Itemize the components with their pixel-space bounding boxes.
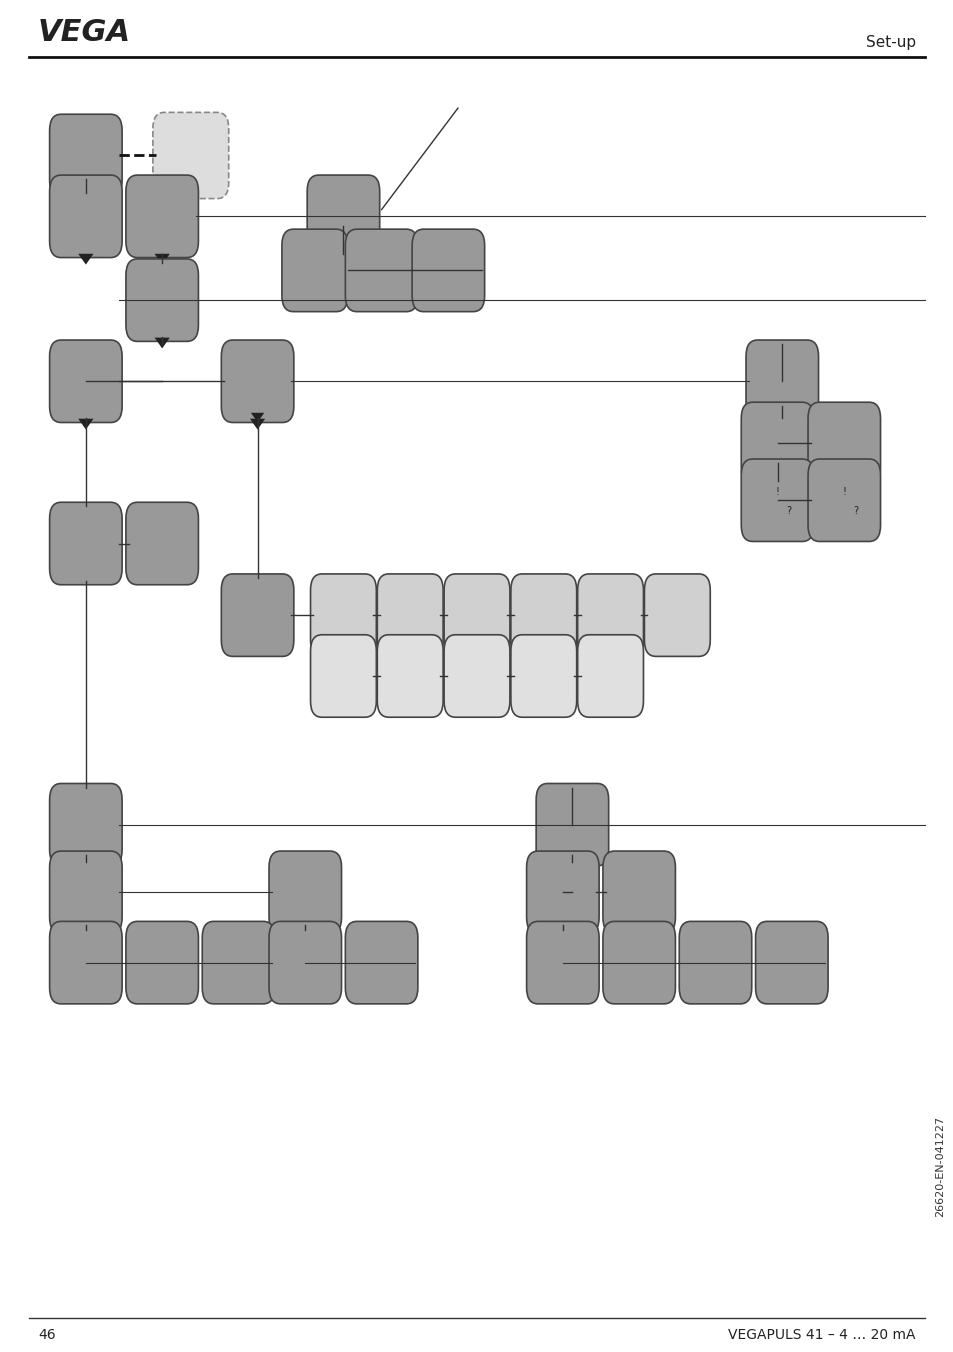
FancyBboxPatch shape: [221, 341, 294, 422]
FancyBboxPatch shape: [740, 402, 813, 484]
FancyBboxPatch shape: [740, 458, 813, 541]
FancyBboxPatch shape: [511, 573, 576, 656]
FancyBboxPatch shape: [345, 228, 417, 312]
Polygon shape: [251, 412, 264, 422]
FancyBboxPatch shape: [602, 852, 675, 933]
FancyBboxPatch shape: [50, 922, 122, 1003]
FancyBboxPatch shape: [602, 922, 675, 1003]
FancyBboxPatch shape: [345, 922, 417, 1003]
Polygon shape: [250, 419, 265, 430]
FancyBboxPatch shape: [126, 174, 198, 257]
FancyBboxPatch shape: [307, 174, 379, 257]
FancyBboxPatch shape: [50, 784, 122, 867]
FancyBboxPatch shape: [50, 341, 122, 422]
Polygon shape: [335, 254, 351, 265]
FancyBboxPatch shape: [443, 635, 509, 717]
FancyBboxPatch shape: [202, 922, 274, 1003]
Text: 26620-EN-041227: 26620-EN-041227: [934, 1115, 943, 1217]
FancyBboxPatch shape: [412, 228, 484, 312]
Polygon shape: [154, 254, 170, 265]
FancyBboxPatch shape: [152, 112, 229, 199]
Polygon shape: [555, 930, 570, 941]
Polygon shape: [78, 930, 93, 941]
FancyBboxPatch shape: [310, 573, 375, 656]
Polygon shape: [564, 863, 579, 873]
FancyBboxPatch shape: [511, 635, 576, 717]
FancyBboxPatch shape: [679, 922, 751, 1003]
FancyBboxPatch shape: [526, 852, 598, 933]
Polygon shape: [154, 338, 170, 349]
FancyBboxPatch shape: [526, 922, 598, 1003]
FancyBboxPatch shape: [50, 114, 122, 196]
FancyBboxPatch shape: [807, 402, 880, 484]
Text: VEGAPULS 41 – 4 … 20 mA: VEGAPULS 41 – 4 … 20 mA: [727, 1328, 915, 1341]
FancyBboxPatch shape: [376, 573, 442, 656]
Polygon shape: [78, 254, 93, 265]
FancyBboxPatch shape: [281, 228, 347, 312]
Polygon shape: [774, 419, 789, 430]
FancyBboxPatch shape: [310, 635, 375, 717]
FancyBboxPatch shape: [644, 573, 709, 656]
FancyBboxPatch shape: [269, 922, 341, 1003]
FancyBboxPatch shape: [807, 458, 880, 541]
Text: !: !: [841, 487, 845, 498]
FancyBboxPatch shape: [50, 502, 122, 584]
Text: !: !: [775, 487, 779, 498]
Polygon shape: [78, 863, 93, 873]
FancyBboxPatch shape: [577, 573, 643, 656]
FancyBboxPatch shape: [126, 502, 198, 584]
FancyBboxPatch shape: [536, 784, 608, 867]
FancyBboxPatch shape: [443, 573, 509, 656]
Polygon shape: [297, 930, 313, 941]
FancyBboxPatch shape: [577, 635, 643, 717]
FancyBboxPatch shape: [376, 635, 442, 717]
FancyBboxPatch shape: [745, 341, 818, 422]
Polygon shape: [78, 419, 93, 430]
FancyBboxPatch shape: [50, 852, 122, 933]
Text: 46: 46: [38, 1328, 55, 1341]
FancyBboxPatch shape: [50, 174, 122, 257]
Text: VEGA: VEGA: [38, 19, 132, 47]
FancyBboxPatch shape: [755, 922, 827, 1003]
Text: Set-up: Set-up: [864, 35, 915, 50]
Text: ?: ?: [785, 506, 791, 516]
FancyBboxPatch shape: [221, 573, 294, 656]
FancyBboxPatch shape: [126, 922, 198, 1003]
FancyBboxPatch shape: [269, 852, 341, 933]
Text: ?: ?: [852, 506, 858, 516]
FancyBboxPatch shape: [126, 258, 198, 341]
